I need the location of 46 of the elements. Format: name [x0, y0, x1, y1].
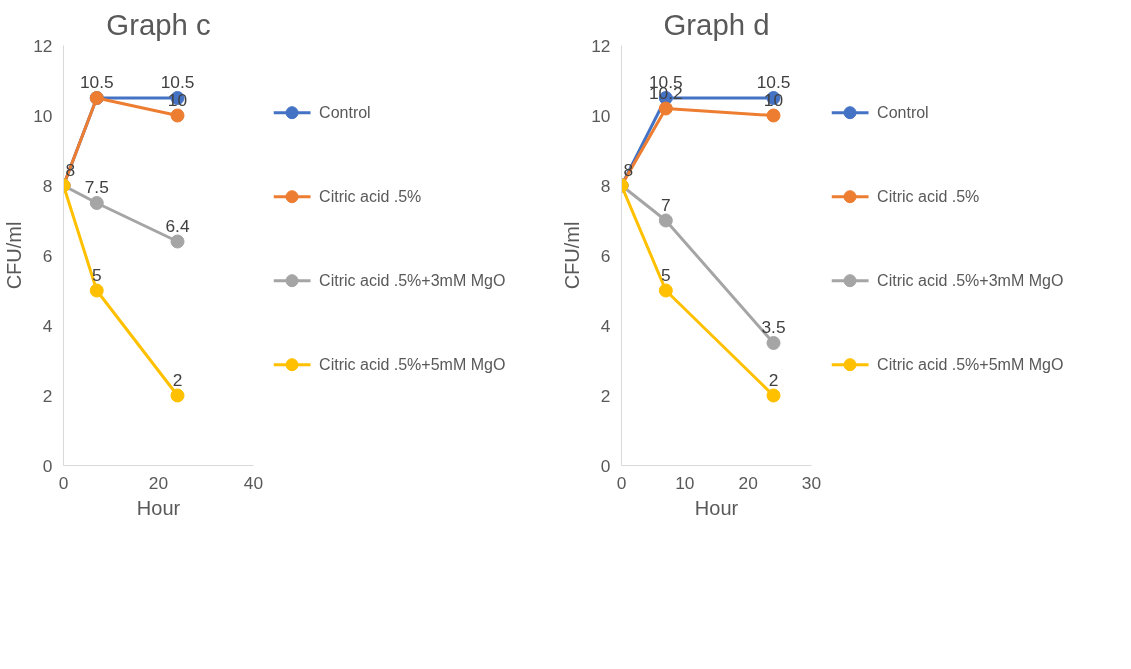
legend-label: Citric acid .5%+5mM MgO: [319, 356, 506, 374]
y-tick-label: 12: [591, 35, 611, 56]
x-tick-label: 30: [801, 472, 822, 493]
legend-label: Control: [877, 104, 929, 122]
y-axis-title: CFU/ml: [3, 221, 26, 290]
y-tick-label: 2: [600, 385, 611, 406]
x-tick-label: 0: [616, 472, 627, 493]
chart-title: Graph c: [106, 7, 211, 41]
y-tick-label: 0: [42, 455, 53, 476]
data-label: 10.5: [79, 72, 114, 92]
data-label: 3.5: [761, 317, 786, 337]
legend-label: Citric acid .5%+5mM MgO: [877, 356, 1064, 374]
y-tick-label: 10: [33, 105, 53, 126]
chart-title: Graph d: [663, 7, 770, 41]
y-tick-label: 10: [591, 105, 611, 126]
y-axis-title: CFU/ml: [561, 221, 584, 290]
y-tick-label: 4: [600, 315, 611, 336]
data-label: 10.5: [160, 72, 195, 92]
legend-label: Citric acid .5%: [877, 188, 980, 206]
y-tick-label: 4: [42, 315, 53, 336]
data-label: 10.5: [756, 72, 791, 92]
data-label: 7.5: [84, 177, 109, 197]
y-tick-label: 6: [42, 245, 53, 266]
y-tick-label: 12: [33, 35, 53, 56]
data-label: 2: [768, 369, 779, 390]
x-tick-label: 20: [738, 472, 758, 493]
y-tick-label: 8: [42, 175, 53, 196]
y-tick-label: 2: [42, 385, 53, 406]
x-axis-title: Hour: [694, 496, 739, 519]
x-tick-label: 10: [675, 472, 695, 493]
data-label: 7: [661, 194, 671, 215]
legend-label: Citric acid .5%+3mM MgO: [319, 272, 506, 290]
x-tick-label: 0: [58, 472, 69, 493]
data-label: 6.4: [165, 215, 190, 236]
data-label: 2: [172, 369, 183, 390]
y-tick-label: 8: [600, 175, 611, 196]
y-tick-label: 0: [600, 455, 611, 476]
x-tick-label: 20: [148, 472, 169, 493]
legend-label: Control: [319, 104, 371, 122]
legend-label: Citric acid .5%+3mM MgO: [877, 272, 1064, 290]
legend-label: Citric acid .5%: [319, 188, 422, 206]
x-tick-label: 40: [243, 472, 264, 493]
data-label: 5: [91, 264, 102, 285]
y-tick-label: 6: [600, 245, 611, 266]
x-axis-title: Hour: [136, 496, 181, 519]
data-label: 5: [661, 264, 671, 285]
